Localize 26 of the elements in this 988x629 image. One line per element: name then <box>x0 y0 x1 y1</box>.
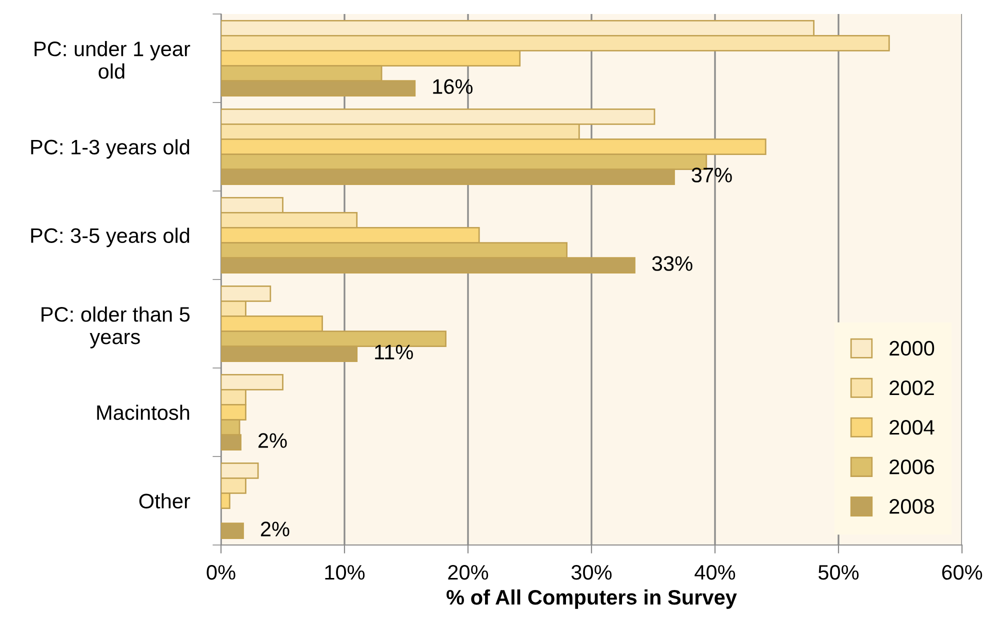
data-label: 37% <box>692 168 732 182</box>
y-tick-label: Other <box>139 493 190 509</box>
legend-label: 2008 <box>890 499 934 514</box>
y-tick-label: PC: 1-3 years old <box>31 139 190 159</box>
y-tick-label: PC: under 1 year old <box>34 40 190 79</box>
data-label: 11% <box>375 344 413 360</box>
y-tick-label: PC: 3-5 years old <box>31 228 190 248</box>
x-tick-label: 40% <box>694 564 736 580</box>
data-label: 2% <box>258 433 287 448</box>
legend-label: 2006 <box>890 460 934 474</box>
x-tick-label: 10% <box>325 564 365 580</box>
data-label: 33% <box>652 256 692 271</box>
y-tick-label: Macintosh <box>97 404 190 420</box>
y-tick-label: PC: older than 5 years <box>42 306 190 348</box>
x-tick-label: 50% <box>818 564 859 580</box>
legend-label: 2000 <box>890 340 934 356</box>
legend-label: 2004 <box>890 420 934 435</box>
legend-label: 2002 <box>890 380 934 396</box>
x-tick-label: 30% <box>571 564 612 580</box>
x-tick-label: 20% <box>448 564 488 580</box>
x-tick-label: 0% <box>206 564 236 580</box>
x-axis-title: % of All Computers in Survey <box>446 589 737 609</box>
data-label: 2% <box>260 522 290 536</box>
data-label: 16% <box>433 79 473 94</box>
bar <box>221 522 244 540</box>
x-tick-label: 60% <box>942 564 982 580</box>
